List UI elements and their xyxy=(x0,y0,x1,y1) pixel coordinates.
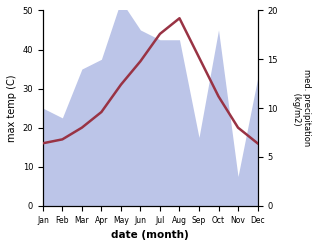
X-axis label: date (month): date (month) xyxy=(111,230,189,240)
Y-axis label: med. precipitation
 (kg/m2): med. precipitation (kg/m2) xyxy=(292,69,311,147)
Y-axis label: max temp (C): max temp (C) xyxy=(7,74,17,142)
